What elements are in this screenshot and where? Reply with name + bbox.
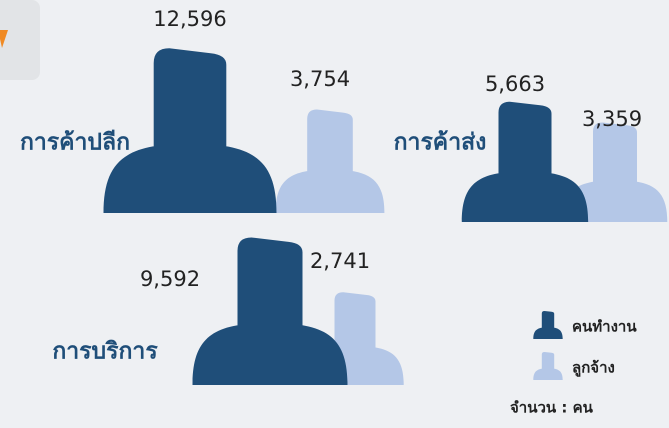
legend-label: ลูกจ้าง: [572, 359, 615, 378]
person-icon: [461, 101, 589, 222]
legend-label: คนทำงาน: [572, 318, 637, 336]
decor-tile: [0, 0, 40, 80]
value-label: 3,359: [582, 107, 642, 131]
value-label: 2,741: [310, 249, 370, 273]
value-label: 9,592: [140, 267, 200, 291]
value-label: 12,596: [153, 7, 226, 31]
legend-icon: [533, 352, 563, 380]
person-icon: [103, 48, 277, 213]
legend-icon: [533, 311, 563, 339]
value-label: 5,663: [485, 72, 545, 96]
category-label: การค้าปลีก: [20, 130, 130, 156]
unit-note: จำนวน : คน: [510, 399, 594, 417]
decor-accent: [0, 30, 8, 48]
person-icon: [275, 109, 385, 213]
category-label: การบริการ: [52, 339, 158, 365]
person-icon: [562, 122, 668, 222]
person-icon: [192, 237, 348, 385]
category-label: การค้าส่ง: [394, 130, 487, 156]
value-label: 3,754: [290, 67, 350, 91]
